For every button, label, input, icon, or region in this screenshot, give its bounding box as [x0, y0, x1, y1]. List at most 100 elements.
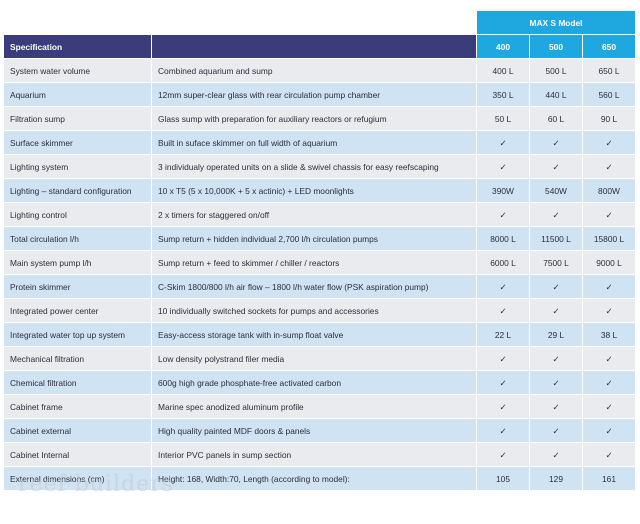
value-model-500: 7500 L: [530, 251, 583, 275]
spec-detail: Sump return + feed to skimmer / chiller …: [152, 251, 477, 275]
value-model-500: ✓: [530, 419, 583, 443]
spec-detail: Low density polystrand filer media: [152, 347, 477, 371]
table-row: Filtration sump Glass sump with preparati…: [4, 107, 636, 131]
table-row: Cabinet Internal Interior PVC panels in s…: [4, 443, 636, 467]
value-model-650: 560 L: [583, 83, 636, 107]
value-model-500: 11500 L: [530, 227, 583, 251]
value-model-400: ✓: [477, 299, 530, 323]
value-model-650: 38 L: [583, 323, 636, 347]
value-model-500: 440 L: [530, 83, 583, 107]
value-model-400: ✓: [477, 275, 530, 299]
table-row: Total circulation l/h Sump return + hidde…: [4, 227, 636, 251]
table-row: Cabinet frame Marine spec anodized alumin…: [4, 395, 636, 419]
header-model-400: 400: [477, 35, 530, 59]
value-model-650: ✓: [583, 443, 636, 467]
value-model-400: 350 L: [477, 83, 530, 107]
table-row: Chemical filtration 600g high grade phosp…: [4, 371, 636, 395]
value-model-400: 6000 L: [477, 251, 530, 275]
value-model-400: 22 L: [477, 323, 530, 347]
spec-detail: Sump return + hidden individual 2,700 l/…: [152, 227, 477, 251]
table-row: Surface skimmer Built in suface skimmer o…: [4, 131, 636, 155]
spec-name: Surface skimmer: [4, 131, 152, 155]
model-group-row: MAX S Model: [4, 11, 636, 35]
table-row: Protein skimmer C-Skim 1800/800 l/h air f…: [4, 275, 636, 299]
table-row: Lighting system 3 individualy operated un…: [4, 155, 636, 179]
value-model-500: ✓: [530, 155, 583, 179]
value-model-500: ✓: [530, 371, 583, 395]
spec-detail: Combined aquarium and sump: [152, 59, 477, 83]
value-model-650: ✓: [583, 131, 636, 155]
table-row: Integrated water top up system Easy-acces…: [4, 323, 636, 347]
header-spec-label: Specification: [4, 35, 152, 59]
spec-detail: 12mm super-clear glass with rear circula…: [152, 83, 477, 107]
value-model-400: 50 L: [477, 107, 530, 131]
value-model-500: 500 L: [530, 59, 583, 83]
table-row: Cabinet external High quality painted MDF…: [4, 419, 636, 443]
table-row: System water volume Combined aquarium and…: [4, 59, 636, 83]
table-row: Integrated power center 10 individually s…: [4, 299, 636, 323]
spec-detail: 600g high grade phosphate-free activated…: [152, 371, 477, 395]
spec-detail: Height: 168, Width:70, Length (according…: [152, 467, 477, 491]
value-model-650: ✓: [583, 299, 636, 323]
value-model-400: ✓: [477, 371, 530, 395]
spec-detail: Glass sump with preparation for auxiliar…: [152, 107, 477, 131]
value-model-650: ✓: [583, 275, 636, 299]
value-model-400: ✓: [477, 131, 530, 155]
value-model-500: ✓: [530, 131, 583, 155]
spec-detail: Interior PVC panels in sump section: [152, 443, 477, 467]
value-model-500: 540W: [530, 179, 583, 203]
value-model-500: ✓: [530, 443, 583, 467]
spec-detail: Built in suface skimmer on full width of…: [152, 131, 477, 155]
value-model-400: ✓: [477, 347, 530, 371]
table-row: External dimensions (cm) Height: 168, Wid…: [4, 467, 636, 491]
spec-name: Cabinet Internal: [4, 443, 152, 467]
spec-name: Integrated water top up system: [4, 323, 152, 347]
value-model-650: ✓: [583, 371, 636, 395]
spec-table-body: MAX S Model Specification 400 500 650 Sy…: [4, 11, 636, 491]
spec-detail: C-Skim 1800/800 l/h air flow – 1800 l/h …: [152, 275, 477, 299]
value-model-500: 29 L: [530, 323, 583, 347]
value-model-400: 400 L: [477, 59, 530, 83]
model-row-blank: [152, 11, 477, 35]
table-row: Main system pump l/h Sump return + feed t…: [4, 251, 636, 275]
table-row: Lighting – standard configuration 10 x T5…: [4, 179, 636, 203]
value-model-500: 60 L: [530, 107, 583, 131]
value-model-650: 800W: [583, 179, 636, 203]
value-model-500: ✓: [530, 347, 583, 371]
spec-name: Filtration sump: [4, 107, 152, 131]
spec-name: Cabinet external: [4, 419, 152, 443]
spec-detail: 2 x timers for staggered on/off: [152, 203, 477, 227]
value-model-400: 105: [477, 467, 530, 491]
spec-name: System water volume: [4, 59, 152, 83]
spec-name: Mechanical filtration: [4, 347, 152, 371]
model-group-label: MAX S Model: [477, 11, 636, 35]
header-row: Specification 400 500 650: [4, 35, 636, 59]
spec-detail: Marine spec anodized aluminum profile: [152, 395, 477, 419]
value-model-650: ✓: [583, 347, 636, 371]
value-model-650: ✓: [583, 419, 636, 443]
value-model-650: 650 L: [583, 59, 636, 83]
spec-name: Lighting system: [4, 155, 152, 179]
header-detail-label: [152, 35, 477, 59]
value-model-400: ✓: [477, 203, 530, 227]
value-model-400: ✓: [477, 443, 530, 467]
value-model-400: 390W: [477, 179, 530, 203]
value-model-500: ✓: [530, 203, 583, 227]
spec-name: Lighting – standard configuration: [4, 179, 152, 203]
value-model-500: ✓: [530, 275, 583, 299]
value-model-650: 90 L: [583, 107, 636, 131]
value-model-650: 15800 L: [583, 227, 636, 251]
spec-name: Lighting control: [4, 203, 152, 227]
spec-detail: 10 individually switched sockets for pum…: [152, 299, 477, 323]
table-row: Mechanical filtration Low density polystr…: [4, 347, 636, 371]
spec-name: Main system pump l/h: [4, 251, 152, 275]
spec-name: Integrated power center: [4, 299, 152, 323]
spec-detail: Easy-access storage tank with in-sump fl…: [152, 323, 477, 347]
value-model-650: ✓: [583, 203, 636, 227]
header-model-650: 650: [583, 35, 636, 59]
table-row: Aquarium 12mm super-clear glass with rear…: [4, 83, 636, 107]
value-model-650: ✓: [583, 155, 636, 179]
value-model-650: 161: [583, 467, 636, 491]
spec-name: Protein skimmer: [4, 275, 152, 299]
